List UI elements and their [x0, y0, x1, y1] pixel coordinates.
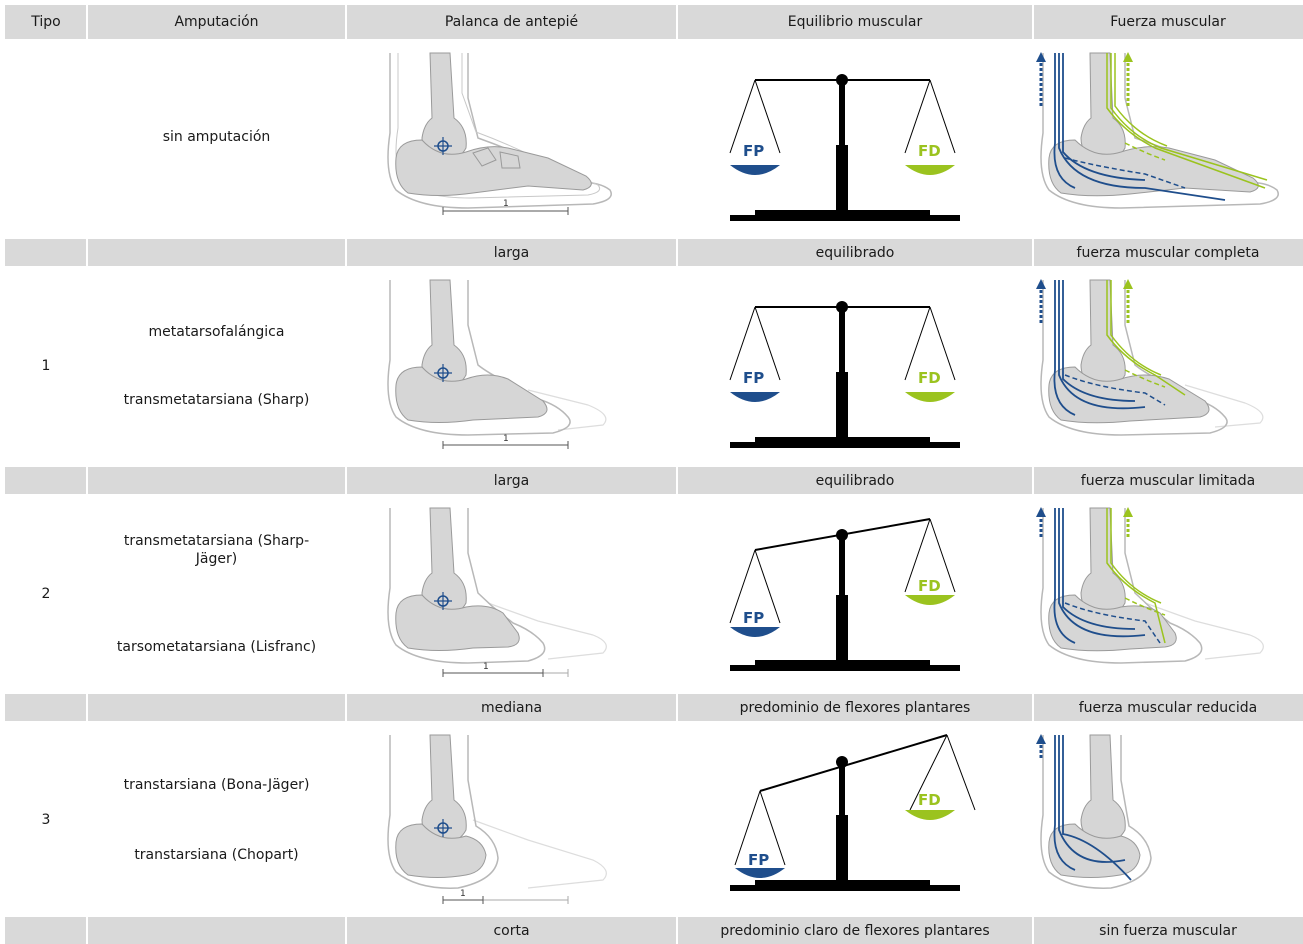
balance-scale-illustration: FP FD: [730, 734, 976, 891]
subrow-blank: [5, 694, 87, 721]
foot-lever-illustration: 1: [387, 279, 607, 449]
subrow-blank: [5, 917, 87, 944]
foot-lever-illustration: 1: [387, 507, 607, 677]
header-equilibrio: Equilibrio muscular: [677, 5, 1033, 39]
subrow-blank: [5, 467, 87, 494]
equilibrio-value: predominio de flexores plantares: [677, 694, 1033, 721]
header-tipo: Tipo: [5, 5, 87, 39]
header-fuerza: Fuerza muscular: [1033, 5, 1303, 39]
amputacion-cell: transmetatarsiana (Sharp-Jäger) tarsomet…: [87, 496, 346, 692]
muscle-force-illustration: [1036, 279, 1264, 436]
amputacion-label: tarsometatarsiana (Lisfranc): [116, 639, 317, 655]
palanca-value: mediana: [346, 694, 677, 721]
header-palanca: Palanca de antepié: [346, 5, 677, 39]
balance-scale-illustration: FP FD: [729, 518, 960, 671]
palanca-value: larga: [346, 239, 677, 266]
amputacion-label: transmetatarsiana (Sharp-Jäger): [123, 533, 310, 567]
amputacion-cell: sin amputación: [87, 39, 346, 234]
amputacion-label: sin amputación: [162, 128, 271, 145]
equilibrio-value: equilibrado: [677, 467, 1033, 494]
fuerza-value: fuerza muscular reducida: [1033, 694, 1303, 721]
flexor-dorsal-label: FD: [918, 142, 941, 160]
column-divider: [345, 5, 347, 944]
equilibrio-value: predominio claro de flexores plantares: [677, 917, 1033, 944]
amputacion-label: metatarsofalángica: [148, 324, 285, 340]
column-divider: [86, 5, 88, 944]
subrow-blank: [87, 917, 346, 944]
subrow-blank: [87, 239, 346, 266]
fuerza-value: fuerza muscular limitada: [1033, 467, 1303, 494]
muscle-force-illustration: [1036, 507, 1264, 664]
column-divider: [1032, 5, 1034, 944]
foot-lever-illustration: 1: [387, 734, 607, 904]
amputacion-cell: transtarsiana (Bona-Jäger) transtarsiana…: [87, 723, 346, 917]
flexor-dorsal-label: FD: [918, 369, 941, 387]
header-amputacion: Amputación: [87, 5, 346, 39]
tipo-cell: 1: [41, 358, 51, 374]
amputacion-label: transtarsiana (Chopart): [134, 847, 299, 863]
subrow-blank: [87, 467, 346, 494]
equilibrio-value: equilibrado: [677, 239, 1033, 266]
flexor-plantar-label: FP: [743, 369, 764, 387]
palanca-value: corta: [346, 917, 677, 944]
flexor-dorsal-label: FD: [918, 791, 941, 809]
balance-scale-illustration: FP FD: [729, 301, 960, 448]
column-divider: [676, 5, 678, 944]
fuerza-value: fuerza muscular completa: [1033, 239, 1303, 266]
amputacion-label: transmetatarsiana (Sharp): [123, 392, 310, 408]
scale-label: 1: [483, 662, 489, 672]
foot-lever-illustration: 1: [387, 52, 612, 215]
tipo-cell: 3: [41, 812, 51, 828]
muscle-force-illustration: [1036, 734, 1152, 889]
muscle-force-illustration: [1036, 52, 1279, 209]
tipo-cell: [5, 39, 87, 234]
palanca-value: larga: [346, 467, 677, 494]
tipo-cell: 2: [41, 586, 51, 602]
amputacion-cell: metatarsofalángica transmetatarsiana (Sh…: [87, 268, 346, 464]
balance-scale-illustration: FP FD: [729, 74, 960, 221]
scale-label: 1: [503, 199, 509, 209]
flexor-dorsal-label: FD: [918, 577, 941, 595]
flexor-plantar-label: FP: [748, 851, 769, 869]
subrow-blank: [87, 694, 346, 721]
subrow-blank: [5, 239, 87, 266]
scale-label: 1: [460, 889, 466, 899]
fuerza-value: sin fuerza muscular: [1033, 917, 1303, 944]
scale-label: 1: [503, 434, 509, 444]
flexor-plantar-label: FP: [743, 609, 764, 627]
flexor-plantar-label: FP: [743, 142, 764, 160]
amputacion-label: transtarsiana (Bona-Jäger): [123, 777, 310, 793]
